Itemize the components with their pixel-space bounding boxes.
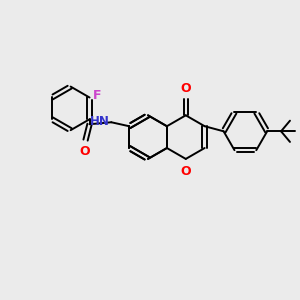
Text: O: O	[181, 82, 191, 94]
Text: O: O	[79, 145, 90, 158]
Text: HN: HN	[89, 115, 109, 128]
Text: O: O	[181, 165, 191, 178]
Text: F: F	[92, 89, 101, 102]
